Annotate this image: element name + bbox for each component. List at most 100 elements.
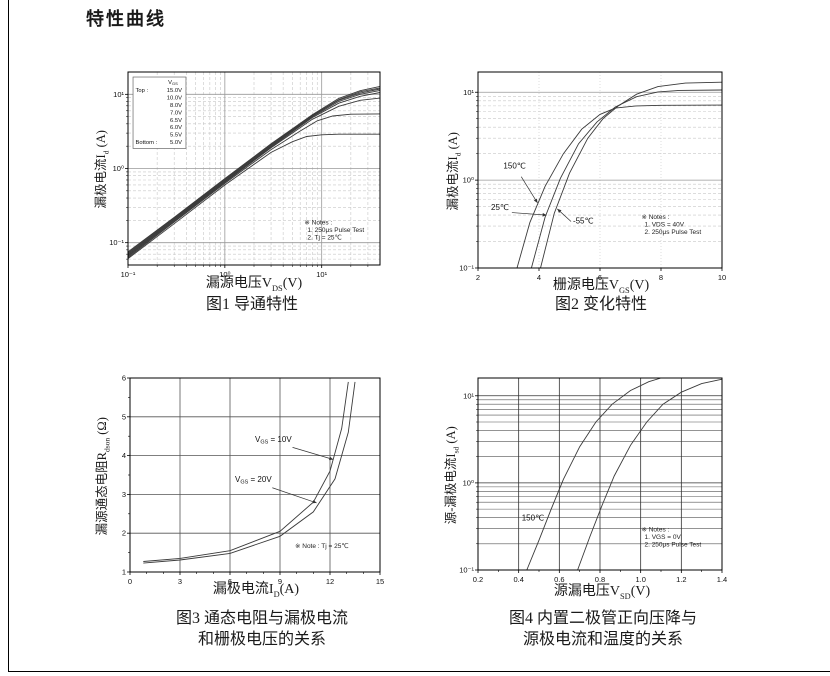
fig3-annotation-label: VGS = 10V [255,435,292,446]
fig4-ytick-label: 10⁻¹ [459,566,474,575]
fig2-caption: 图2 变化特性 [555,294,647,315]
fig2-y-axis-label: 漏极电流Id (A) [442,51,463,291]
fig1-note-line: ※ Notes : [304,219,332,226]
fig2-annotation-label: -55℃ [573,217,594,226]
fig2-xlabel-sub: GS [618,285,630,295]
fig1-legend-row-label: Top : [136,88,149,94]
fig1-ylabel-sub: d [101,150,111,155]
fig1-series-8.0V [127,88,381,255]
fig2-grid [478,72,722,268]
fig2-canvas: 2 4 6 8 10 10⁻¹ 10⁰ 10¹ ※ Notes :1. VDS = 40V2. … [459,71,726,282]
fig1-ylabel-text: 漏极电流I [93,154,108,209]
fig1-series-5.5V [127,113,381,258]
fig2-annotation-label: 150℃ [503,162,525,171]
fig3-ytick-label: 5 [122,412,126,421]
fig3-annotation-arrow [272,487,317,504]
fig2-ytick-label: 10⁰ [463,176,474,185]
fig2-series--55C [540,81,723,269]
fig1-xlabel-unit: (V) [282,276,303,291]
fig3-grid [130,378,380,572]
fig4-xlabel-text: 源漏电压V [553,584,620,599]
fig4-xtick-label: 0.8 [595,575,605,584]
fig4-xtick-label: 0.4 [513,575,523,584]
fig2-annotation-arrow [511,212,547,216]
fig1-legend-header: VGS [168,80,178,86]
fig2-xlabel-unit: (V) [629,278,650,293]
fig4-caption-line1: 图4 内置二极管正向压降与 [508,610,698,627]
fig3-xtick-label: 9 [278,577,282,586]
fig4-note-line: 2. 250μs Pulse Test [644,542,701,549]
fig2-series-25C [530,89,723,269]
fig3-annotation-label: VGS = 20V [235,475,272,486]
fig4-canvas: 0.2 0.4 0.6 0.8 1.0 1.2 1.4 10⁻¹ 10⁰ 10¹ ※ Notes :… [459,377,727,584]
page-border-left [8,0,9,672]
fig1-legend-row-value: 10.0V [167,96,182,102]
fig4-note-line: ※ Notes : [641,527,669,534]
fig2-caption-line1: 图2 变化特性 [554,296,648,313]
fig2-xtick-label: 10 [718,273,726,282]
fig3-caption-line2: 和栅极电压的关系 [197,631,327,648]
fig3-xtick-label: 3 [178,577,182,586]
fig4-caption-line2: 源极电流和温度的关系 [522,631,684,648]
fig2-annotation-label: 25℃ [491,203,509,212]
fig3-ytick-label: 2 [122,529,126,538]
fig4-xtick-label: 1.4 [717,575,727,584]
fig3-series-Vgs10V [143,381,349,562]
fig1-note-line: 2. Tj = 25℃ [307,233,341,241]
fig2-ylabel-unit: (A) [445,132,460,153]
fig1-xlabel-text: 漏源电压V [205,276,272,291]
fig1-series-6.5V [127,92,381,256]
fig1-legend-row-value: 5.5V [170,133,182,139]
fig2-xtick-label: 2 [476,273,480,282]
fig3-annotation-arrow [292,447,334,460]
fig1-ytick-label: 10⁻¹ [109,238,124,247]
fig4-annotation-label: 150℃ [522,514,544,523]
fig2-series-150C [516,104,723,269]
fig3-caption: 图3 通态电阻与漏极电流 和栅极电压的关系 [176,608,348,650]
fig1-canvas: 10⁻¹ 10⁰ 10¹ 10⁻¹ 10⁰ 10¹ VGS Top : 15.0V 10.0V8.… [109,71,381,279]
fig1-x-axis-label: 漏源电压VDS(V) [206,272,302,293]
fig1-legend-row-value: 15.0V [167,88,182,94]
fig1-caption: 图1 导通特性 [206,294,298,315]
fig4-xtick-label: 0.2 [473,575,483,584]
fig1-xtick-label: 10¹ [316,270,327,279]
fig2-xlabel-text: 栅源电压V [552,278,619,293]
fig4-xtick-label: 1.2 [676,575,686,584]
fig4-ytick-label: 10⁰ [463,478,474,487]
fig2-x-axis-label: 栅源电压VGS(V) [553,274,649,295]
fig3-note-line: ※ Note : Tj = 25℃ [295,542,349,550]
page-title: 特性曲线 [86,9,166,29]
fig1-legend-row-value: 5.0V [170,140,182,146]
fig3-xtick-label: 6 [228,577,232,586]
fig1-grid [128,72,380,265]
fig1-series-7.0V [127,89,381,255]
fig2-ylabel-sub: d [453,152,463,157]
fig1-xtick-label: 10⁰ [219,270,230,279]
fig3-xlabel-unit: (A) [279,582,300,597]
fig3-xtick-label: 15 [376,577,384,586]
fig1-legend-row-label: Bottom : [136,140,158,146]
fig3-y-axis-label: 漏源通态电阻Rdson (Ω) [91,356,112,596]
fig4-x-axis-label: 源漏电压VSD(V) [554,580,650,601]
fig1-series-6.0V [127,97,381,257]
fig1-legend-row-value: 6.0V [170,125,182,131]
fig1-legend-row-value: 8.0V [170,103,182,109]
fig2-xtick-label: 6 [598,273,602,282]
fig2-ytick-label: 10¹ [463,88,474,97]
fig1-xlabel-sub: DS [271,283,283,293]
fig3-xtick-label: 0 [128,577,132,586]
fig1-legend-row-value: 7.0V [170,110,182,116]
fig3-ytick-label: 3 [122,490,126,499]
fig2-note-line: 2. 250μs Pulse Test [644,229,701,236]
fig3-xlabel-sub: D [273,589,280,599]
fig4-xtick-label: 0.6 [554,575,564,584]
fig2-note-line: 1. VDS = 40V [644,222,684,229]
fig4-ylabel-text: 源-漏极电流I [443,453,458,525]
fig4-note-line: 1. VGS = 0V [644,534,681,541]
fig4-caption: 图4 内置二极管正向压降与 源极电流和温度的关系 [509,608,697,650]
page-border-bottom [8,671,830,672]
fig1-legend-row-value: 6.5V [170,118,182,124]
fig4-ylabel-unit: (A) [443,426,458,447]
